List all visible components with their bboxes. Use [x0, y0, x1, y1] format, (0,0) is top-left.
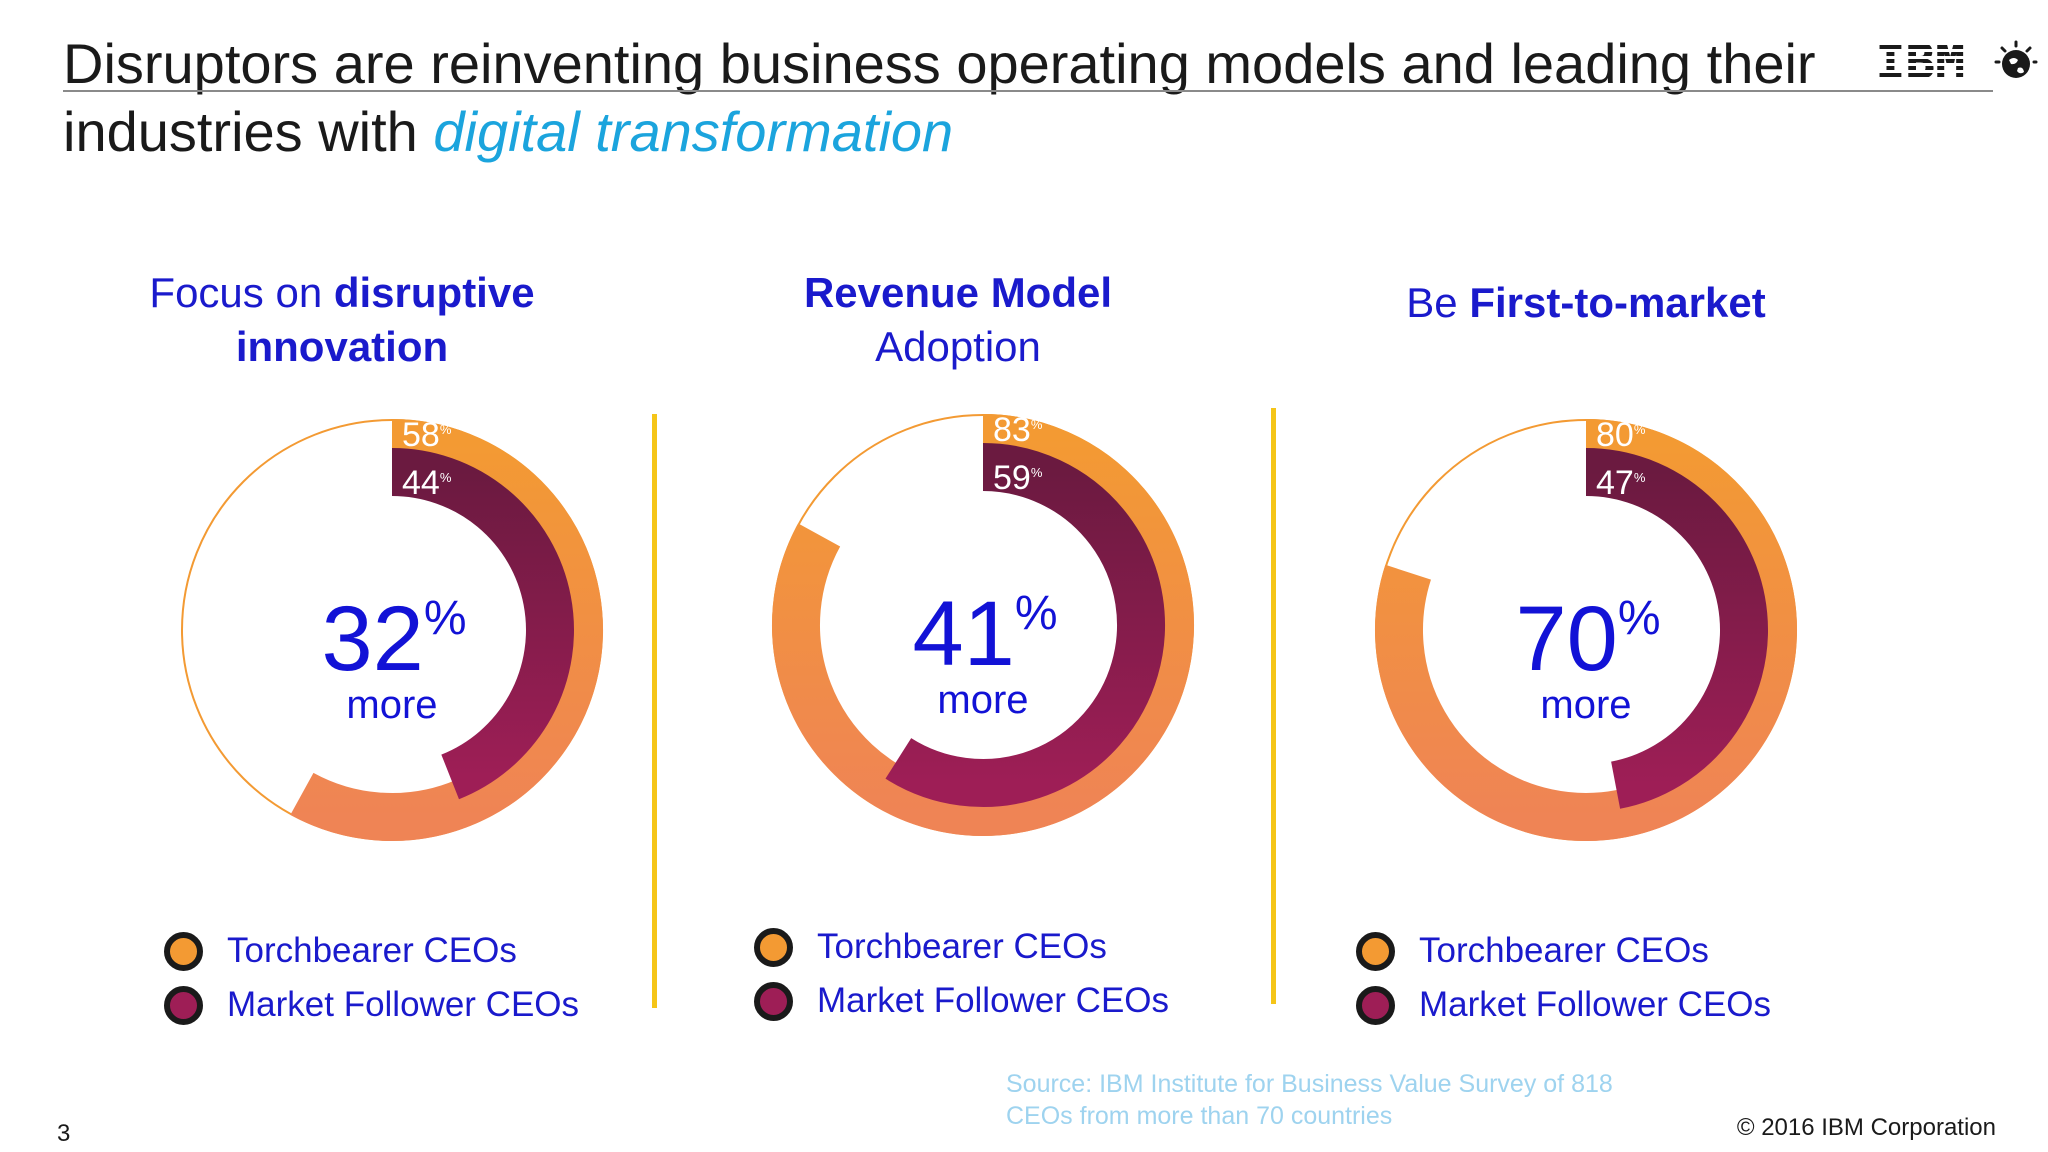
copyright: © 2016 IBM Corporation: [1736, 1114, 1996, 1141]
legend-item-torchbearer: Torchbearer CEOs: [754, 920, 1169, 974]
source-line: Source: IBM Institute for Business Value…: [1006, 1070, 1613, 1098]
chart-panel-disruptive-innovation: Focus on disruptive innovation 58% 44% 32%…: [62, 0, 622, 1050]
chart-panel-revenue-model: Revenue Model Adoption 83% 59% 41% more Tor…: [678, 0, 1238, 1050]
value-label-market-follower: 47%: [1596, 464, 1646, 502]
donut-arc-torchbearer: [1375, 419, 1797, 841]
legend-swatch-icon: [1356, 985, 1395, 1025]
title-accent: digital transformation: [433, 100, 954, 163]
panel-divider: [652, 414, 657, 1008]
center-value: 32%: [321, 588, 466, 690]
ibm-logo-text: IBM: [1876, 34, 1966, 90]
chart-panel-first-to-market: Be First-to-market 80% 47% 70% more Torchbe…: [1306, 0, 1866, 1050]
center-text: more: [937, 678, 1028, 722]
chart-title-part: innovation: [235, 323, 449, 370]
center-value: 41%: [912, 583, 1057, 685]
donut-arc-torchbearer: [290, 419, 603, 841]
donut-chart: 83%59%41%more: [772, 411, 1194, 836]
chart-title-part: disruptive: [333, 269, 535, 316]
legend-item-market-follower: Market Follower CEOs: [164, 978, 579, 1032]
donut-chart: 80%47%70%more: [1375, 416, 1797, 841]
chart-title-part: Be: [1406, 279, 1470, 326]
legend-swatch-icon: [1356, 931, 1395, 971]
chart-title-part: First-to-market: [1469, 279, 1766, 326]
chart-title-part: Adoption: [875, 323, 1041, 370]
legend-item-torchbearer: Torchbearer CEOs: [164, 924, 579, 978]
legend-item-market-follower: Market Follower CEOs: [1356, 978, 1771, 1032]
legend-label: Market Follower CEOs: [227, 985, 580, 1024]
chart-legend: Torchbearer CEOs Market Follower CEOs: [754, 920, 1169, 1028]
ibm-logo: IBM: [1876, 34, 2041, 90]
title-rule: [63, 90, 1993, 92]
legend-label: Torchbearer CEOs: [227, 931, 517, 970]
legend-item-market-follower: Market Follower CEOs: [754, 974, 1169, 1028]
center-text: more: [346, 683, 437, 727]
center-text: more: [1540, 683, 1631, 727]
chart-legend: Torchbearer CEOs Market Follower CEOs: [164, 924, 579, 1032]
donut-arc-torchbearer: [772, 414, 1194, 836]
legend-swatch-icon: [164, 985, 203, 1025]
donut-arc-market-follower: [885, 443, 1165, 807]
legend-label: Market Follower CEOs: [817, 981, 1170, 1020]
chart-title: Focus on disruptive innovation: [62, 266, 622, 374]
center-value: 70%: [1515, 588, 1660, 690]
legend-label: Market Follower CEOs: [1419, 985, 1772, 1024]
chart-title: Revenue Model Adoption: [678, 266, 1238, 374]
source-line: CEOs from more than 70 countries: [1006, 1102, 1393, 1130]
title-main: Disruptors are reinventing business oper…: [63, 32, 1816, 163]
legend-swatch-icon: [754, 981, 793, 1021]
chart-legend: Torchbearer CEOs Market Follower CEOs: [1356, 924, 1771, 1032]
slide-title: Disruptors are reinventing business oper…: [63, 30, 1843, 166]
legend-label: Torchbearer CEOs: [817, 927, 1107, 966]
legend-swatch-icon: [164, 931, 203, 971]
chart-title-part: Focus on: [149, 269, 334, 316]
legend-swatch-icon: [754, 927, 793, 967]
donut-arc-market-follower: [1585, 448, 1768, 809]
panel-divider: [1271, 408, 1276, 1004]
chart-title-part: Revenue Model: [803, 269, 1113, 316]
chart-title: Be First-to-market: [1306, 276, 1866, 330]
donut-chart: 58%44%32%more: [181, 416, 603, 841]
legend-label: Torchbearer CEOs: [1419, 931, 1709, 970]
donut-arc-market-follower: [391, 448, 574, 800]
legend-item-torchbearer: Torchbearer CEOs: [1356, 924, 1771, 978]
page-number: 3: [57, 1120, 71, 1147]
globe-icon: [1994, 40, 2038, 78]
source-note: Source: IBM Institute for Business Value…: [1006, 1068, 1706, 1132]
